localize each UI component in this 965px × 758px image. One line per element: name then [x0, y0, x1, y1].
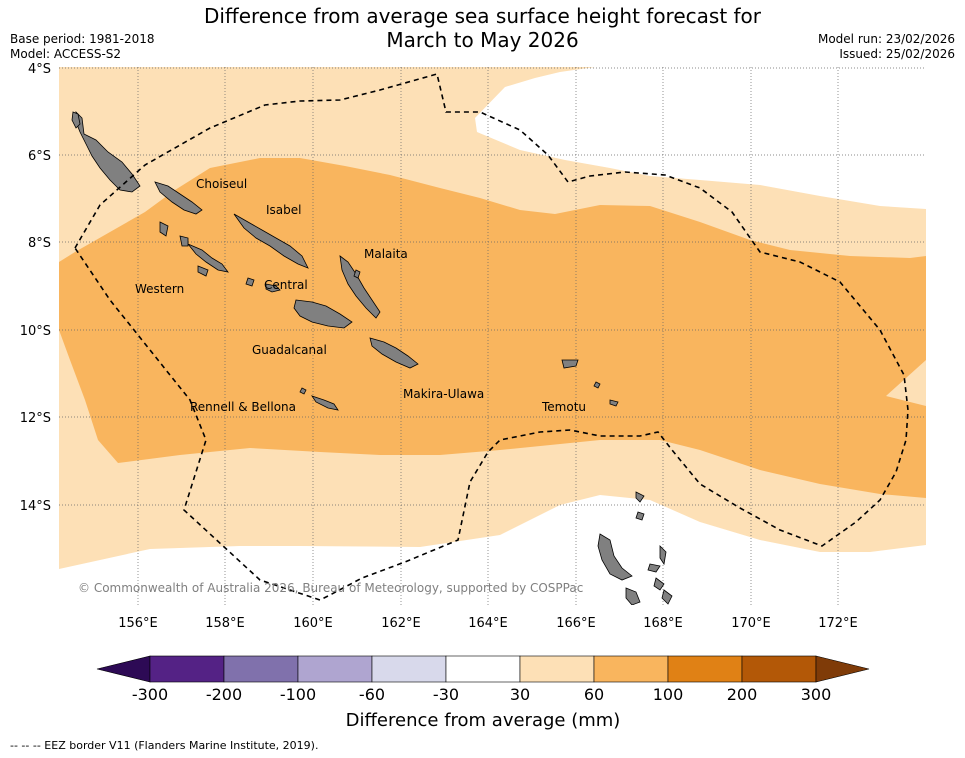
- lat-label: 6°S: [28, 149, 51, 164]
- colorbar-arrow-left: [96, 655, 151, 683]
- colorbar-cell: [445, 655, 521, 683]
- colorbar-label: Difference from average (mm): [346, 710, 621, 731]
- colorbar-cell: [667, 655, 743, 683]
- island-banks: [635, 511, 645, 521]
- colorbar-cells: [149, 655, 817, 683]
- colorbar-cell: [741, 655, 817, 683]
- colorbar-cell: [223, 655, 299, 683]
- copyright-notice: © Commonwealth of Australia 2026, Bureau…: [78, 581, 583, 595]
- island-malaita-small: [353, 269, 361, 279]
- lon-label: 168°E: [643, 616, 683, 631]
- lon-label: 162°E: [381, 616, 421, 631]
- metadata-right: Model run: 23/02/2026 Issued: 25/02/2026: [818, 32, 955, 62]
- colorbar-tick: -100: [280, 685, 316, 704]
- island-florida: [265, 283, 281, 293]
- colorbar-arrow-right: [815, 655, 870, 683]
- province-label-malaita: Malaita: [364, 247, 408, 261]
- island-santa-cruz: [561, 359, 579, 369]
- lon-label: 158°E: [205, 616, 245, 631]
- colorbar-tick: 100: [653, 685, 684, 704]
- colorbar-cell: [149, 655, 225, 683]
- model-run: Model run: 23/02/2026: [817, 32, 955, 46]
- latitude-labels: 4°S 6°S 8°S 10°S 12°S 14°S: [20, 62, 51, 514]
- island-bougainville: [75, 111, 141, 193]
- map-area: [59, 67, 926, 605]
- province-label-choiseul: Choiseul: [196, 177, 247, 191]
- island-torres: [635, 491, 645, 503]
- lat-label: 14°S: [20, 499, 51, 514]
- lat-label: 8°S: [28, 236, 51, 251]
- colorbar-ticks: -300 -200 -100 -60 -30 30 60 100 200 300: [132, 685, 831, 704]
- island-maewo: [659, 545, 667, 566]
- island-malakula: [625, 587, 641, 605]
- lat-label: 4°S: [28, 62, 51, 77]
- province-label-makira-ulawa: Makira-Ulawa: [403, 387, 484, 401]
- lon-label: 170°E: [731, 616, 771, 631]
- colorbar-tick: -30: [433, 685, 459, 704]
- island-makira: [369, 337, 419, 369]
- province-label-western: Western: [135, 282, 184, 296]
- lon-label: 160°E: [293, 616, 333, 631]
- colorbar-tick: 200: [727, 685, 758, 704]
- issued-date: Issued: 25/02/2026: [839, 47, 955, 61]
- base-period: Base period: 1981-2018: [10, 32, 155, 46]
- eez-border: [74, 73, 909, 601]
- model-name: Model: ACCESS-S2: [10, 47, 122, 61]
- longitude-labels: 156°E 158°E 160°E 162°E 164°E 166°E 168°…: [118, 616, 858, 631]
- colorbar-tick: -300: [132, 685, 168, 704]
- province-label-rennell-bellona: Rennell & Bellona: [190, 400, 296, 414]
- colorbar-tick: -60: [359, 685, 385, 704]
- colorbar-tick: 30: [510, 685, 530, 704]
- island-guadalcanal: [293, 299, 353, 329]
- island-buka: [71, 111, 81, 129]
- island-utupua: [593, 381, 601, 389]
- colorbar-cell: [371, 655, 447, 683]
- island-russell: [245, 277, 255, 287]
- title-line-2: March to May 2026: [386, 28, 579, 52]
- island-vanikoro: [609, 399, 619, 407]
- island-rennell: [311, 395, 339, 411]
- colorbar-cell: [593, 655, 669, 683]
- colorbar-cell: [297, 655, 373, 683]
- island-gaua: [653, 577, 665, 591]
- island-kolombangara: [179, 235, 189, 247]
- map-title: Difference from average sea surface heig…: [0, 4, 965, 52]
- title-line-1: Difference from average sea surface heig…: [203, 4, 762, 28]
- island-ambae: [647, 563, 661, 573]
- island-malaita: [339, 255, 381, 319]
- province-labels: Choiseul Isabel Malaita Western Central …: [135, 177, 586, 414]
- eez-legend-note: -- -- -- EEZ border V11 (Flanders Marine…: [10, 739, 319, 752]
- island-rendova: [197, 265, 209, 277]
- colorbar-cell: [519, 655, 595, 683]
- island-pentecost: [661, 589, 673, 605]
- island-bellona: [299, 387, 307, 395]
- island-espiritu-santo: [597, 533, 633, 581]
- lat-label: 10°S: [20, 324, 51, 339]
- colorbar-tick: 300: [801, 685, 832, 704]
- island-isabel: [233, 213, 309, 269]
- island-new-georgia: [187, 243, 229, 273]
- gridlines: [59, 67, 926, 605]
- lat-label: 12°S: [20, 411, 51, 426]
- province-label-guadalcanal: Guadalcanal: [252, 343, 327, 357]
- lon-label: 172°E: [818, 616, 858, 631]
- province-label-central: Central: [264, 278, 308, 292]
- colorbar: -300 -200 -100 -60 -30 30 60 100 200 300…: [96, 655, 870, 731]
- lon-label: 166°E: [556, 616, 596, 631]
- landmass: [71, 111, 673, 605]
- province-label-temotu: Temotu: [541, 400, 586, 414]
- island-vella-lavella: [159, 221, 169, 237]
- island-choiseul: [154, 181, 203, 215]
- lon-label: 164°E: [468, 616, 508, 631]
- metadata-left: Base period: 1981-2018 Model: ACCESS-S2: [10, 32, 155, 62]
- lon-label: 156°E: [118, 616, 158, 631]
- colorbar-tick: 60: [584, 685, 604, 704]
- province-label-isabel: Isabel: [266, 203, 301, 217]
- colorbar-tick: -200: [206, 685, 242, 704]
